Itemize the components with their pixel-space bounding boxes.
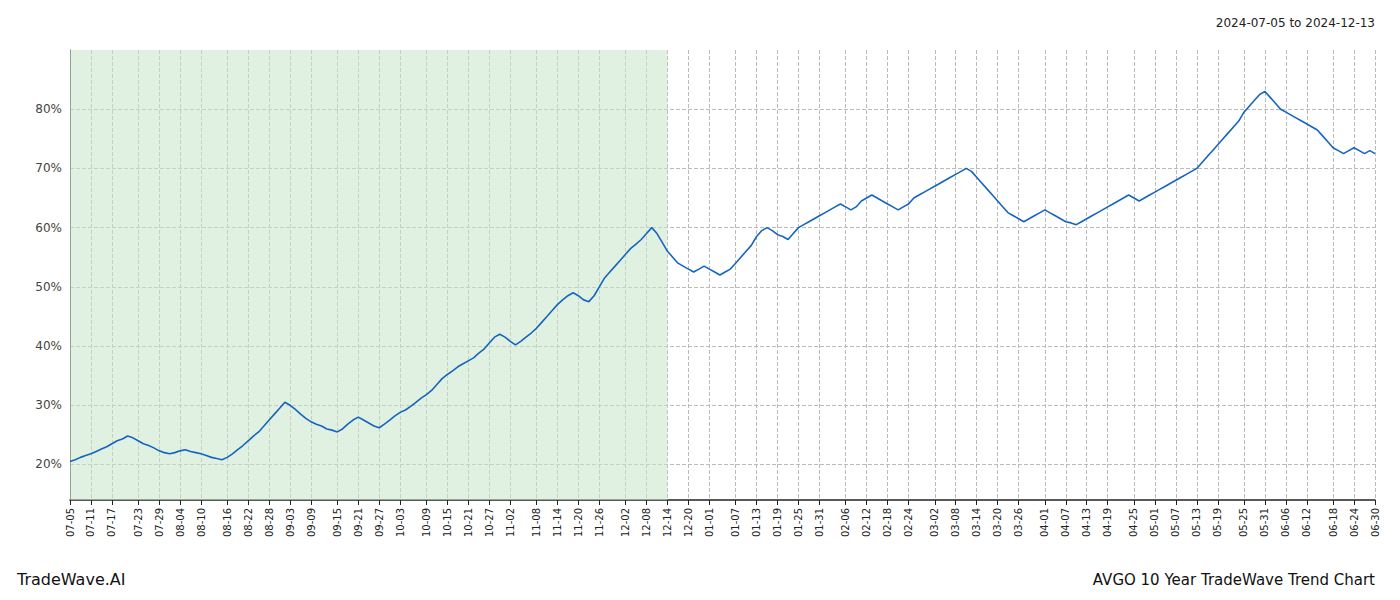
svg-text:08-22: 08-22 <box>243 508 254 537</box>
svg-text:08-16: 08-16 <box>222 508 233 537</box>
svg-text:11-20: 11-20 <box>573 508 584 537</box>
svg-text:09-03: 09-03 <box>285 508 296 537</box>
svg-text:01-13: 01-13 <box>751 508 762 537</box>
svg-text:03-14: 03-14 <box>971 508 982 537</box>
svg-text:12-20: 12-20 <box>683 508 694 537</box>
svg-text:06-06: 06-06 <box>1280 508 1291 537</box>
svg-text:05-31: 05-31 <box>1259 508 1270 537</box>
svg-text:08-28: 08-28 <box>264 508 275 537</box>
svg-text:10-27: 10-27 <box>484 508 495 537</box>
svg-text:70%: 70% <box>35 161 62 175</box>
svg-text:03-20: 03-20 <box>992 508 1003 537</box>
svg-text:30%: 30% <box>35 398 62 412</box>
svg-text:07-29: 07-29 <box>154 508 165 537</box>
svg-text:05-01: 05-01 <box>1149 508 1160 537</box>
svg-text:07-11: 07-11 <box>85 508 96 537</box>
svg-text:60%: 60% <box>35 221 62 235</box>
svg-text:07-05: 07-05 <box>65 508 76 537</box>
svg-text:01-31: 01-31 <box>814 508 825 537</box>
svg-text:04-19: 04-19 <box>1102 508 1113 537</box>
svg-text:06-12: 06-12 <box>1301 508 1312 537</box>
svg-text:12-08: 12-08 <box>641 508 652 537</box>
svg-text:05-07: 05-07 <box>1170 508 1181 537</box>
svg-text:03-08: 03-08 <box>950 508 961 537</box>
svg-text:09-15: 09-15 <box>332 508 343 537</box>
svg-text:06-30: 06-30 <box>1370 508 1381 537</box>
svg-text:05-19: 05-19 <box>1212 508 1223 537</box>
svg-text:2024-07-05 to 2024-12-13: 2024-07-05 to 2024-12-13 <box>1216 16 1375 30</box>
svg-text:05-25: 05-25 <box>1238 508 1249 537</box>
svg-text:40%: 40% <box>35 339 62 353</box>
svg-text:AVGO 10 Year TradeWave Trend C: AVGO 10 Year TradeWave Trend Chart <box>1093 571 1375 589</box>
svg-text:02-18: 02-18 <box>882 508 893 537</box>
svg-text:01-19: 01-19 <box>772 508 783 537</box>
svg-text:11-02: 11-02 <box>505 508 516 537</box>
svg-text:09-09: 09-09 <box>306 508 317 537</box>
svg-text:04-13: 04-13 <box>1081 508 1092 537</box>
svg-text:03-26: 03-26 <box>1013 508 1024 537</box>
svg-text:08-10: 08-10 <box>196 508 207 537</box>
svg-text:09-21: 09-21 <box>353 508 364 537</box>
svg-text:04-25: 04-25 <box>1128 508 1139 537</box>
svg-text:07-23: 07-23 <box>133 508 144 537</box>
svg-text:10-21: 10-21 <box>463 508 474 537</box>
svg-text:11-26: 11-26 <box>594 508 605 537</box>
svg-text:06-24: 06-24 <box>1349 508 1360 537</box>
svg-text:12-14: 12-14 <box>662 508 673 537</box>
svg-text:10-15: 10-15 <box>442 508 453 537</box>
svg-text:09-27: 09-27 <box>374 508 385 537</box>
svg-text:06-18: 06-18 <box>1328 508 1339 537</box>
svg-text:05-13: 05-13 <box>1191 508 1202 537</box>
svg-text:11-14: 11-14 <box>552 508 563 537</box>
svg-text:10-09: 10-09 <box>421 508 432 537</box>
svg-text:11-08: 11-08 <box>531 508 542 537</box>
svg-text:12-02: 12-02 <box>620 508 631 537</box>
svg-text:02-24: 02-24 <box>903 508 914 537</box>
svg-text:04-01: 04-01 <box>1039 508 1050 537</box>
svg-text:TradeWave.AI: TradeWave.AI <box>16 570 125 589</box>
svg-text:07-17: 07-17 <box>106 508 117 537</box>
svg-text:01-07: 01-07 <box>730 508 741 537</box>
svg-text:04-07: 04-07 <box>1060 508 1071 537</box>
svg-text:01-25: 01-25 <box>793 508 804 537</box>
svg-text:10-03: 10-03 <box>395 508 406 537</box>
svg-text:03-02: 03-02 <box>929 508 940 537</box>
svg-text:20%: 20% <box>35 457 62 471</box>
svg-text:02-06: 02-06 <box>840 508 851 537</box>
svg-text:80%: 80% <box>35 102 62 116</box>
svg-text:01-01: 01-01 <box>704 508 715 537</box>
svg-text:08-04: 08-04 <box>175 508 186 537</box>
svg-text:50%: 50% <box>35 280 62 294</box>
svg-text:02-12: 02-12 <box>861 508 872 537</box>
